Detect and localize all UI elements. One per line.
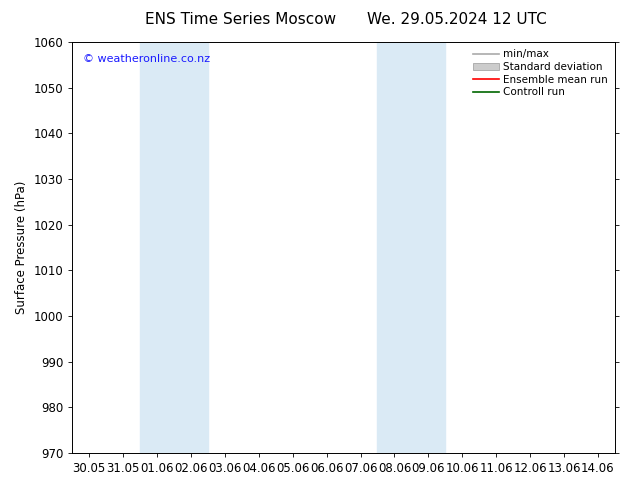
- Text: We. 29.05.2024 12 UTC: We. 29.05.2024 12 UTC: [366, 12, 547, 27]
- Text: ENS Time Series Moscow: ENS Time Series Moscow: [145, 12, 337, 27]
- Bar: [377, 42, 445, 453]
- Bar: [140, 42, 208, 453]
- Text: © weatheronline.co.nz: © weatheronline.co.nz: [83, 54, 210, 64]
- Legend: min/max, Standard deviation, Ensemble mean run, Controll run: min/max, Standard deviation, Ensemble me…: [470, 47, 610, 99]
- Y-axis label: Surface Pressure (hPa): Surface Pressure (hPa): [15, 181, 28, 314]
